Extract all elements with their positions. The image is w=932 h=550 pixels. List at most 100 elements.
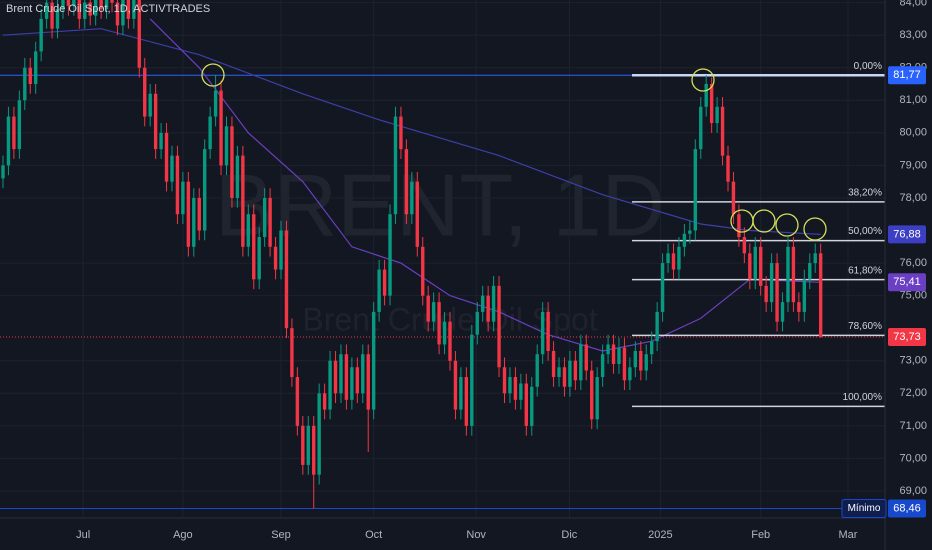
candle-body	[241, 155, 245, 247]
moving-average-line	[149, 18, 821, 352]
fib-label: 38,20%	[848, 188, 882, 199]
candle-body	[649, 341, 654, 355]
candle-body	[606, 344, 610, 355]
candle-body	[415, 181, 419, 247]
y-tick-label: 84,00	[899, 0, 927, 9]
candle-body	[579, 344, 583, 381]
price-badge	[888, 66, 926, 85]
fib-label: 61,80%	[848, 265, 882, 276]
candle-body	[557, 367, 561, 378]
candle-body	[410, 181, 414, 215]
y-tick-label: 69,00	[899, 485, 927, 497]
candle-body	[257, 237, 261, 280]
fib-label: 78,60%	[848, 321, 882, 332]
candle-body	[99, 0, 103, 10]
y-tick-label: 79,00	[899, 159, 927, 171]
candle-body	[28, 67, 32, 84]
candle-body	[366, 354, 370, 410]
x-tick-label: Sep	[271, 529, 291, 541]
candle-body	[622, 347, 627, 381]
candle-body	[115, 2, 120, 26]
price-badge-label: 73,73	[893, 331, 921, 343]
candle-body	[72, 0, 76, 6]
candle-body	[590, 370, 594, 420]
candle-body	[132, 0, 136, 19]
price-badge-label: 81,77	[893, 69, 921, 81]
candle-body	[524, 383, 529, 426]
y-tick-label: 73,00	[899, 355, 927, 367]
candle-body	[546, 311, 550, 351]
candle-body	[83, 2, 87, 19]
candle-body	[802, 279, 807, 312]
candle-body	[355, 367, 360, 394]
x-tick-label: Jul	[76, 529, 90, 541]
candle-body	[595, 377, 599, 420]
candle-body	[797, 302, 801, 312]
marker-circle	[775, 213, 799, 237]
candle-body	[371, 311, 376, 410]
candle-body	[77, 0, 82, 19]
candle-body	[753, 246, 757, 280]
candle-body	[137, 0, 141, 68]
x-tick-label: Oct	[365, 529, 382, 541]
candle-body	[644, 354, 648, 371]
candle-body	[148, 93, 152, 117]
candle-body	[704, 84, 708, 107]
candle-body	[39, 18, 43, 52]
y-tick-label: 83,00	[899, 29, 927, 41]
candle-body	[486, 295, 490, 322]
candle-body	[453, 360, 458, 410]
candle-body	[475, 311, 479, 335]
candle-body	[175, 155, 180, 215]
candle-body	[639, 350, 643, 371]
candle-body	[23, 67, 27, 101]
candle-body	[170, 155, 174, 182]
candle-body	[481, 295, 485, 312]
candle-body	[470, 334, 474, 426]
candle-body	[121, 0, 125, 26]
candle-body	[143, 67, 147, 117]
candle-body	[813, 253, 817, 264]
candle-body	[715, 106, 719, 124]
candle-body	[219, 90, 223, 166]
candle-body	[611, 344, 616, 364]
candle-body	[306, 425, 310, 465]
chart-title: Brent Crude Oil Spot, 1D, ACTIVTRADES	[6, 3, 210, 15]
candle-body	[213, 90, 218, 117]
candle-body	[666, 253, 670, 264]
candle-body	[290, 328, 294, 378]
candle-body	[208, 116, 212, 150]
candle-body	[322, 393, 327, 410]
y-tick-label: 70,00	[899, 452, 927, 464]
candle-body	[437, 302, 441, 345]
candle-body	[786, 246, 790, 303]
candle-body	[508, 377, 512, 394]
candle-body	[230, 126, 234, 198]
candle-body	[388, 214, 392, 296]
candle-body	[660, 263, 665, 312]
candle-body	[93, 0, 98, 16]
candle-body	[568, 360, 572, 387]
x-tick-label: Mar	[838, 529, 857, 541]
y-tick-label: 80,00	[899, 127, 927, 139]
minimum-name-badge	[841, 499, 887, 519]
candle-body	[693, 149, 697, 231]
marker-circle	[752, 209, 776, 233]
candle-body	[262, 197, 267, 238]
candle-body	[688, 230, 692, 234]
candle-body	[600, 354, 605, 378]
candle-body	[731, 181, 736, 215]
x-tick-label: Nov	[466, 529, 486, 541]
candle-body	[497, 285, 501, 368]
candle-body	[535, 354, 539, 387]
candle-body	[50, 2, 54, 29]
minimum-badge	[888, 499, 926, 518]
y-tick-label: 72,00	[899, 387, 927, 399]
candle-body	[377, 269, 381, 312]
candle-body	[540, 311, 545, 355]
price-badge-label: 76,88	[893, 228, 921, 240]
y-tick-label: 78,00	[899, 192, 927, 204]
candle-body	[284, 230, 289, 329]
candle-body	[530, 386, 534, 426]
candle-body	[404, 149, 409, 215]
